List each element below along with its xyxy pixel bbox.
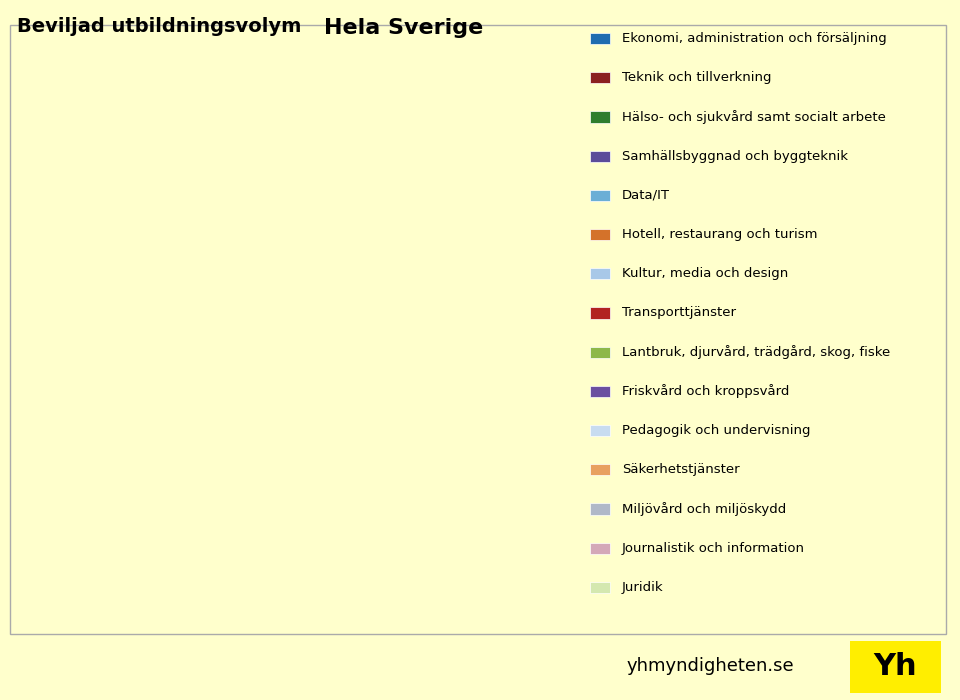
Text: Kultur, media och design: Kultur, media och design (622, 267, 788, 280)
Wedge shape (144, 121, 283, 329)
Wedge shape (235, 112, 283, 329)
Text: Säkerhetstjänster: Säkerhetstjänster (622, 463, 739, 476)
Text: Friskvård och kroppsvård: Friskvård och kroppsvård (622, 384, 789, 398)
Text: Teknik och tillverkning: Teknik och tillverkning (622, 71, 772, 84)
Wedge shape (203, 329, 364, 548)
Wedge shape (102, 160, 283, 329)
Wedge shape (64, 329, 283, 422)
Text: Beviljad utbildningsvolym: Beviljad utbildningsvolym (17, 18, 301, 36)
Text: Hela Sverige: Hela Sverige (324, 18, 483, 38)
Text: Transporttjänster: Transporttjänster (622, 307, 736, 319)
Text: Hälso- och sjukvård samt socialt arbete: Hälso- och sjukvård samt socialt arbete (622, 110, 886, 124)
Text: Data/IT: Data/IT (622, 189, 670, 202)
Text: Lantbruk, djurvård, trädgård, skog, fiske: Lantbruk, djurvård, trädgård, skog, fisk… (622, 345, 890, 359)
Wedge shape (155, 329, 283, 533)
Wedge shape (279, 110, 283, 329)
Text: yhmyndigheten.se: yhmyndigheten.se (627, 657, 794, 676)
Wedge shape (283, 329, 500, 533)
Text: Hotell, restaurang och turism: Hotell, restaurang och turism (622, 228, 817, 241)
Text: Journalistik och information: Journalistik och information (622, 542, 804, 554)
Wedge shape (216, 116, 283, 329)
Text: Samhällsbyggnad och byggteknik: Samhällsbyggnad och byggteknik (622, 150, 848, 162)
Wedge shape (270, 110, 283, 329)
Text: Miljövård och miljöskydd: Miljövård och miljöskydd (622, 502, 786, 516)
Wedge shape (75, 206, 283, 329)
Text: Ekonomi, administration och försäljning: Ekonomi, administration och försäljning (622, 32, 887, 45)
Wedge shape (255, 111, 283, 329)
Wedge shape (85, 329, 283, 506)
Text: Yh: Yh (874, 652, 917, 681)
Text: Pedagogik och undervisning: Pedagogik och undervisning (622, 424, 810, 437)
Text: Juridik: Juridik (622, 581, 663, 594)
Wedge shape (283, 110, 502, 356)
Wedge shape (64, 261, 283, 329)
